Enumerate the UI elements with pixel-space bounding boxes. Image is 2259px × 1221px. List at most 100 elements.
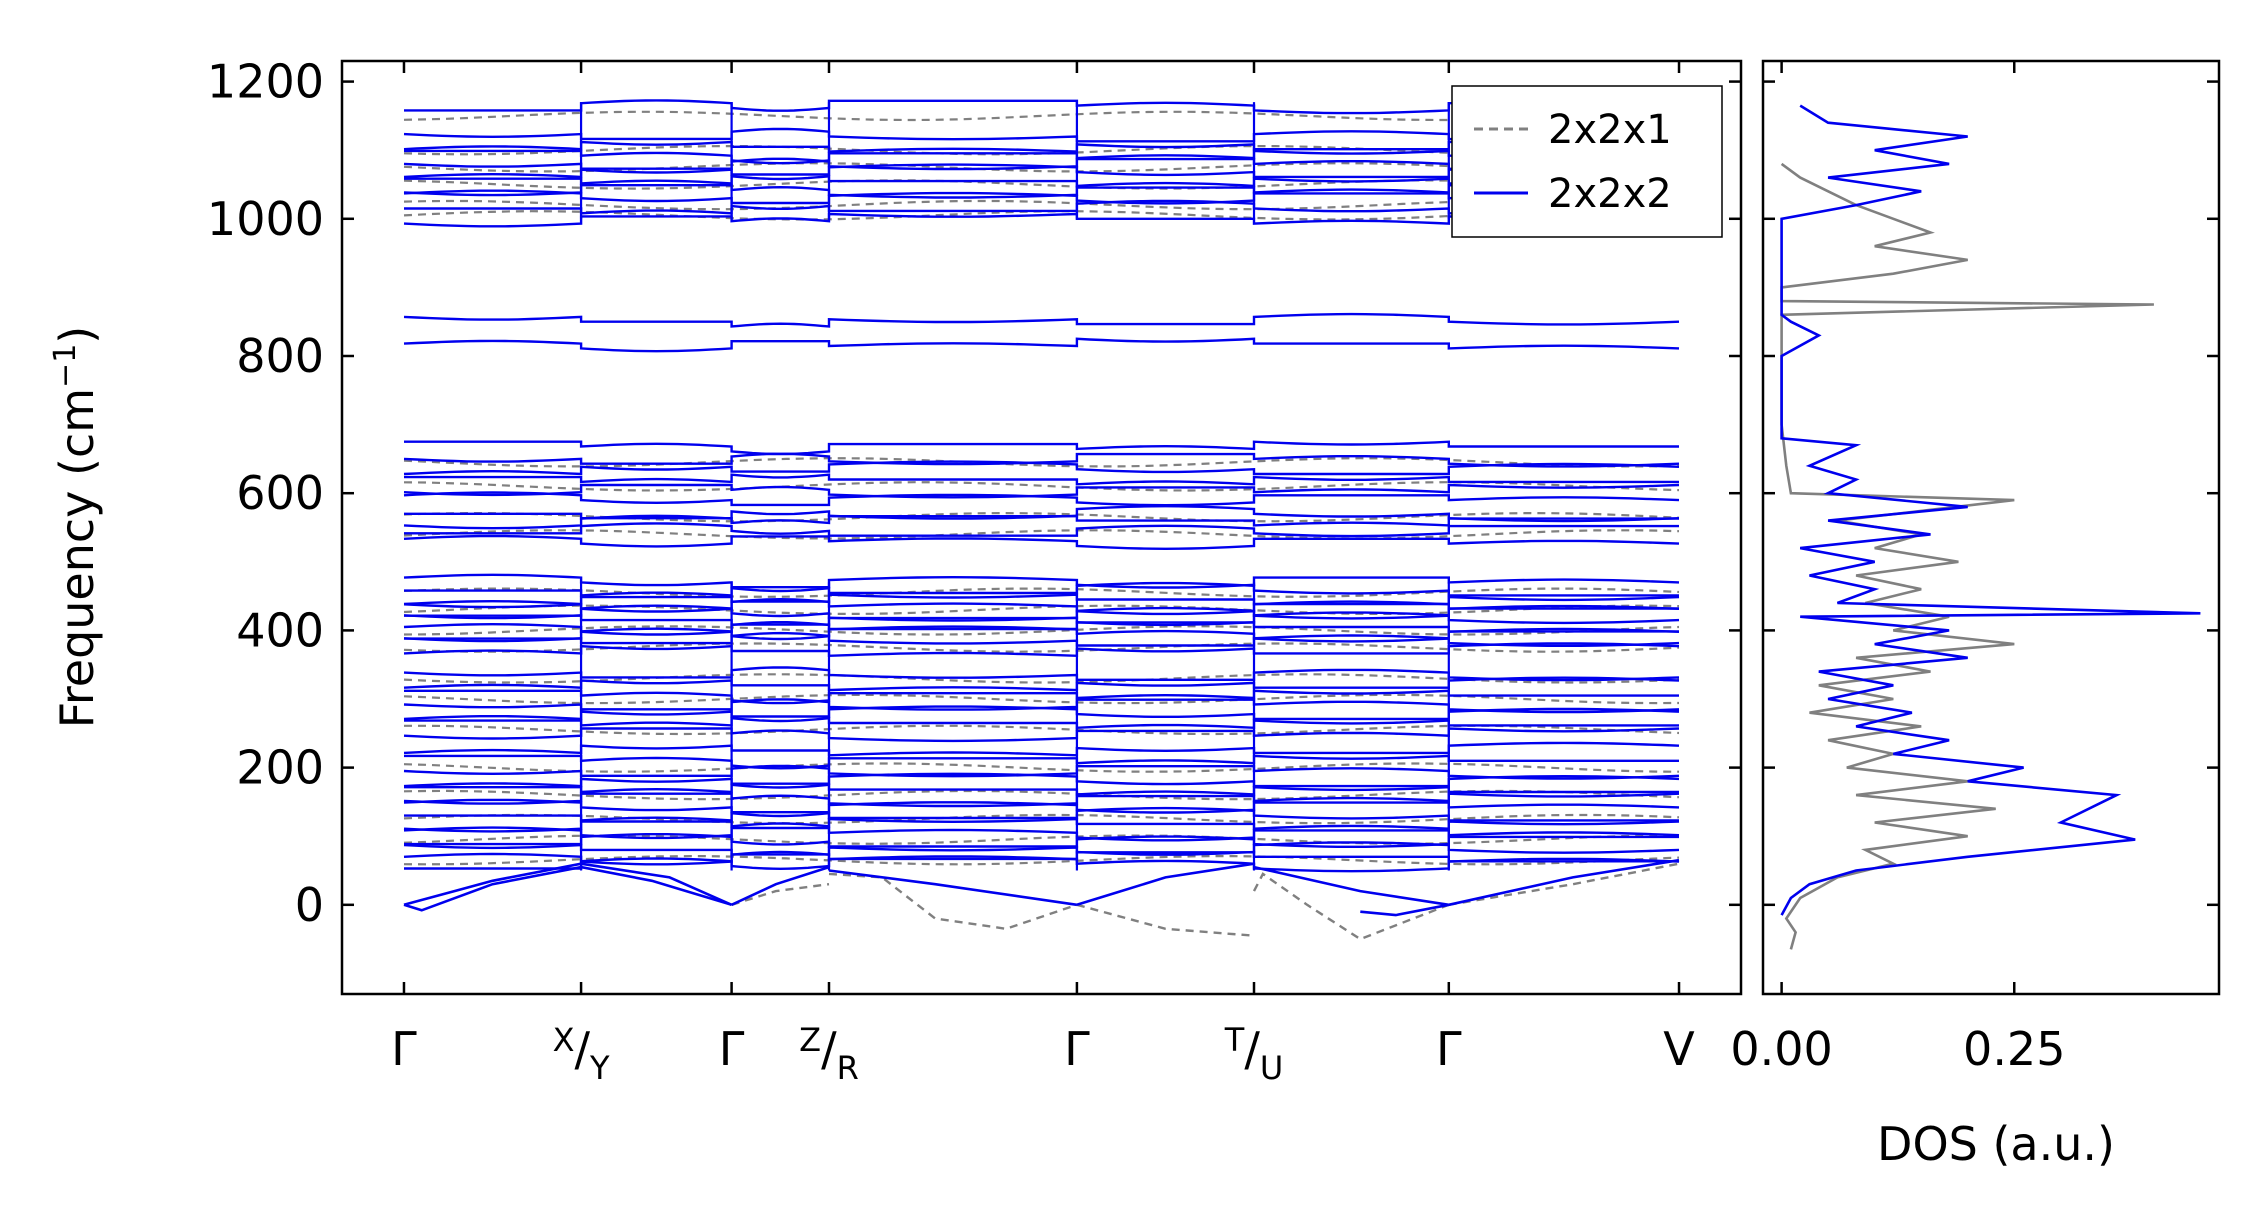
band-2x2x1-20	[403, 789, 1680, 801]
band-2x2x2-10	[404, 99, 1679, 115]
band-2x2x2-32	[403, 573, 1680, 589]
band-2x2x1-19	[403, 813, 1680, 825]
dos-x-axis-label: DOS (a.u.)	[1877, 1117, 2115, 1171]
band-2x2x2-12	[403, 312, 1680, 328]
ytick-label-1: 200	[236, 741, 324, 795]
band-2x2x1-14	[404, 724, 1680, 736]
band-2x2x1-11	[403, 625, 1680, 636]
band-2x2x2-11	[403, 337, 1680, 353]
legend: 2x2x1 2x2x2	[1451, 85, 1723, 238]
band-2x2x2-37	[404, 689, 1679, 705]
band-2x2x2-7	[404, 149, 1679, 165]
band-ticks	[342, 61, 1741, 994]
band-2x2x2-35	[403, 705, 1680, 721]
dos-ticks	[1763, 61, 2219, 994]
ytick-label-3: 600	[236, 466, 324, 520]
dos-series-2x2x2	[1780, 104, 2201, 916]
kpoint-label-1: X/Y	[553, 1021, 610, 1087]
band-structure-panel: 0 200 400 600 800 1000 1200 Γ X/Y Γ Z/R Γ T/U Γ V Fre…	[48, 55, 1743, 1087]
band-2x2x2-24	[403, 631, 1680, 647]
band-2x2x2-30	[403, 593, 1680, 609]
band-2x2x1-17	[403, 854, 1680, 866]
band-2x2x2-53	[403, 741, 1680, 757]
band-2x2x2-27	[403, 611, 1680, 627]
acoustic-2x2x1-3	[1252, 872, 1450, 941]
band-2x2x2-44	[403, 826, 1680, 842]
ytick-label-0: 0	[295, 878, 324, 932]
dos-lines	[1780, 104, 2201, 950]
ytick-label-6: 1200	[207, 55, 324, 109]
acoustic-2x2x2-7	[1448, 858, 1680, 907]
band-2x2x2-0	[403, 212, 1680, 228]
kpoint-label-3: Z/R	[799, 1021, 859, 1087]
band-2x2x2-46	[404, 806, 1679, 822]
kpoint-label-4: Γ	[1064, 1022, 1090, 1076]
kpoint-label-5: T/U	[1224, 1021, 1283, 1087]
band-2x2x1-2	[403, 179, 1680, 190]
acoustic-2x2x2-3	[828, 869, 1078, 907]
acoustic-2x2x1-0	[731, 883, 830, 906]
acoustic-2x2x2-0	[403, 865, 732, 912]
ytick-label-5: 1000	[207, 192, 324, 246]
band-plot-frame	[340, 59, 1743, 996]
band-2x2x2-2	[403, 189, 1680, 205]
band-2x2x2-16	[404, 504, 1679, 520]
ytick-label-2: 400	[236, 603, 324, 657]
band-2x2x2-51	[403, 764, 1680, 780]
band-2x2x2-41	[403, 850, 1680, 866]
band-2x2x1-9	[403, 457, 1680, 468]
band-2x2x2-33	[403, 727, 1680, 743]
dos-panel: 0.00 0.25 DOS (a.u.)	[1730, 59, 2221, 1171]
dos-xtick-label-0: 0.00	[1730, 1022, 1832, 1076]
acoustic-2x2x1-4	[1448, 862, 1680, 906]
y-tick-labels: 0 200 400 600 800 1000 1200	[207, 55, 324, 932]
band-2x2x1-6	[403, 529, 1680, 540]
band-2x2x2-47	[403, 798, 1680, 814]
band-2x2x2-48	[403, 792, 1680, 808]
band-2x2x2-5	[403, 163, 1680, 179]
acoustic-2x2x2-5	[1253, 865, 1449, 907]
band-2x2x2-28	[404, 604, 1679, 620]
band-2x2x2-3	[403, 183, 1680, 199]
band-lines	[403, 99, 1680, 941]
band-2x2x1-5	[403, 110, 1680, 122]
band-2x2x2-14	[403, 534, 1680, 551]
band-2x2x2-17	[403, 491, 1680, 507]
band-2x2x2-36	[403, 698, 1680, 714]
band-2x2x2-23	[403, 642, 1680, 658]
dos-xtick-label-1: 0.25	[1963, 1022, 2065, 1076]
band-2x2x2-20	[403, 460, 1680, 476]
band-2x2x2-1	[404, 199, 1679, 215]
band-2x2x2-13	[404, 522, 1679, 538]
dos-x-tick-labels: 0.00 0.25	[1730, 1022, 2065, 1076]
band-2x2x2-26	[403, 620, 1680, 636]
legend-box	[1451, 85, 1723, 238]
band-2x2x2-22	[404, 440, 1679, 456]
dos-plot-frame	[1761, 59, 2221, 996]
band-2x2x2-34	[404, 716, 1679, 730]
y-axis-label: Frequency (cm−1)	[48, 326, 104, 729]
band-2x2x2-19	[404, 473, 1679, 486]
band-2x2x2-6	[403, 157, 1680, 173]
band-2x2x2-40	[404, 857, 1679, 873]
acoustic-2x2x1-2	[1076, 903, 1255, 937]
acoustic-2x2x1-1	[828, 872, 1078, 931]
band-2x2x1-15	[403, 693, 1680, 705]
band-2x2x2-4	[404, 174, 1679, 188]
band-2x2x1-3	[403, 162, 1680, 173]
acoustic-2x2x2-4	[1076, 862, 1255, 907]
band-2x2x2-49	[404, 783, 1679, 796]
acoustic-2x2x2-2	[731, 865, 830, 906]
band-2x2x2-9	[403, 127, 1680, 143]
band-2x2x1-8	[403, 481, 1680, 492]
band-2x2x1-21	[403, 762, 1680, 773]
acoustic-2x2x2-6	[1360, 903, 1450, 917]
band-2x2x1-13	[403, 587, 1680, 598]
band-2x2x2-8	[403, 137, 1680, 153]
kpoint-label-6: Γ	[1436, 1022, 1462, 1076]
band-2x2x2-42	[403, 841, 1680, 857]
kpoint-label-0: Γ	[391, 1022, 417, 1076]
band-2x2x2-38	[403, 676, 1680, 692]
band-2x2x2-39	[403, 666, 1680, 682]
